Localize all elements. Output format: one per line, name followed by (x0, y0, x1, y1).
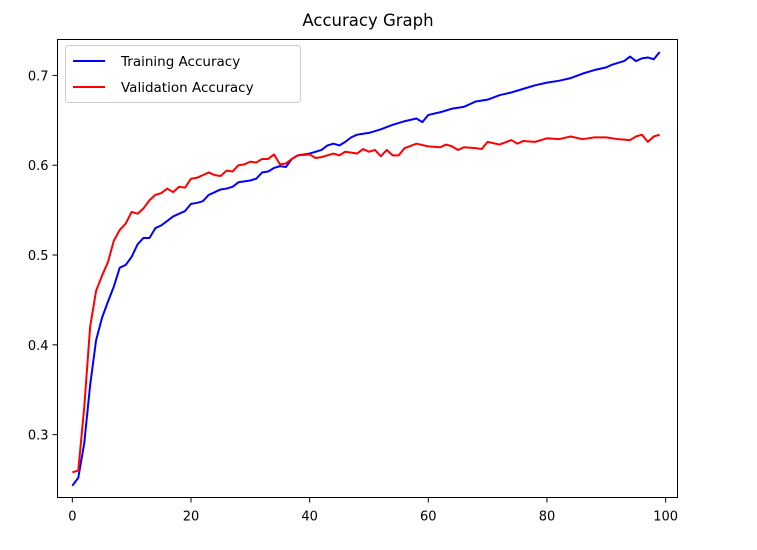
x-tick-label: 40 (301, 510, 318, 525)
series-line-validation-accuracy (72, 133, 660, 474)
legend-box (65, 45, 301, 103)
y-tick-label: 0.7 (28, 69, 49, 84)
x-axis: 0 20 40 60 80 100 (68, 497, 678, 525)
y-tick-label: 0.6 (28, 159, 49, 174)
x-tick-label: 100 (653, 510, 678, 525)
x-tick-label: 60 (420, 510, 437, 525)
x-tick-label: 80 (539, 510, 556, 525)
legend: Training Accuracy Validation Accuracy (65, 45, 301, 103)
y-tick-label: 0.3 (28, 429, 49, 444)
y-tick-label: 0.5 (28, 249, 49, 264)
y-axis: 0.3 0.4 0.5 0.6 0.7 (28, 69, 58, 444)
plot-frame (57, 39, 678, 498)
y-tick-label: 0.4 (28, 339, 49, 354)
x-tick-label: 0 (68, 510, 76, 525)
chart-title: Accuracy Graph (302, 11, 433, 30)
legend-label-validation: Validation Accuracy (121, 80, 254, 96)
x-tick-label: 20 (183, 510, 200, 525)
legend-label-training: Training Accuracy (120, 54, 240, 70)
plot-lines (71, 51, 661, 487)
series-line-training-accuracy (71, 51, 661, 487)
